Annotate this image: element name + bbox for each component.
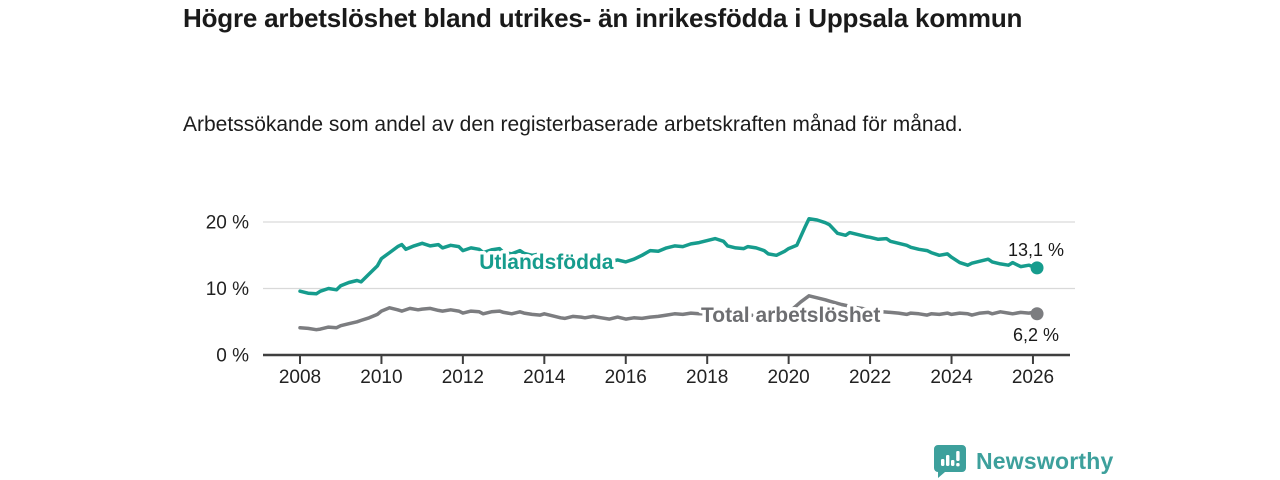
- bar-chart-bar: [946, 455, 950, 466]
- bar-chart-bar: [941, 459, 945, 466]
- newsworthy-logo-icon: [934, 445, 966, 478]
- chart-subtitle: Arbetssökande som andel av den registerb…: [183, 113, 963, 136]
- chart-header: Högre arbetslöshet bland utrikes- än inr…: [183, 2, 1103, 35]
- exclamation-dot: [956, 463, 960, 467]
- x-tick-label-2010: 2010: [360, 367, 402, 388]
- brand-wordmark: Newsworthy: [976, 447, 1114, 474]
- brand-footer: Newsworthy: [933, 444, 1113, 478]
- speech-bubble-shape: [934, 445, 966, 478]
- series-line-total-arbetsl-shet: [298, 294, 1039, 332]
- x-tick-label-2018: 2018: [686, 367, 728, 388]
- end-value-label-total-arbetsl-shet: 6,2 %: [1013, 325, 1059, 345]
- series-label-utlandsf-dda: Utlandsfödda: [479, 251, 613, 274]
- chart-title: Högre arbetslöshet bland utrikes- än inr…: [183, 3, 1023, 33]
- x-tick-label-2016: 2016: [605, 367, 647, 388]
- series-line-utlandsf-dda: [298, 216, 1039, 296]
- end-value-label-utlandsf-dda: 13,1 %: [1008, 240, 1064, 260]
- x-tick-label-2014: 2014: [523, 367, 566, 388]
- x-tick-label-2020: 2020: [767, 367, 809, 388]
- series-label-total-arbetsl-shet: Total arbetslöshet: [701, 304, 880, 327]
- x-tick-label-2026: 2026: [1012, 367, 1054, 388]
- x-tick-label-2012: 2012: [442, 367, 484, 388]
- end-dot-total-arbetsl-shet: [1030, 307, 1044, 321]
- end-dot-utlandsf-dda: [1030, 261, 1044, 275]
- y-tick-label-10: 10 %: [206, 279, 249, 300]
- x-tick-label-2022: 2022: [849, 367, 891, 388]
- x-tick-label-2024: 2024: [930, 367, 973, 388]
- y-tick-label-20: 20 %: [206, 213, 249, 234]
- exclamation-mark: [956, 451, 960, 461]
- y-tick-label-0: 0 %: [216, 346, 249, 367]
- x-tick-label-2008: 2008: [279, 367, 321, 388]
- bar-chart-bar: [951, 460, 955, 466]
